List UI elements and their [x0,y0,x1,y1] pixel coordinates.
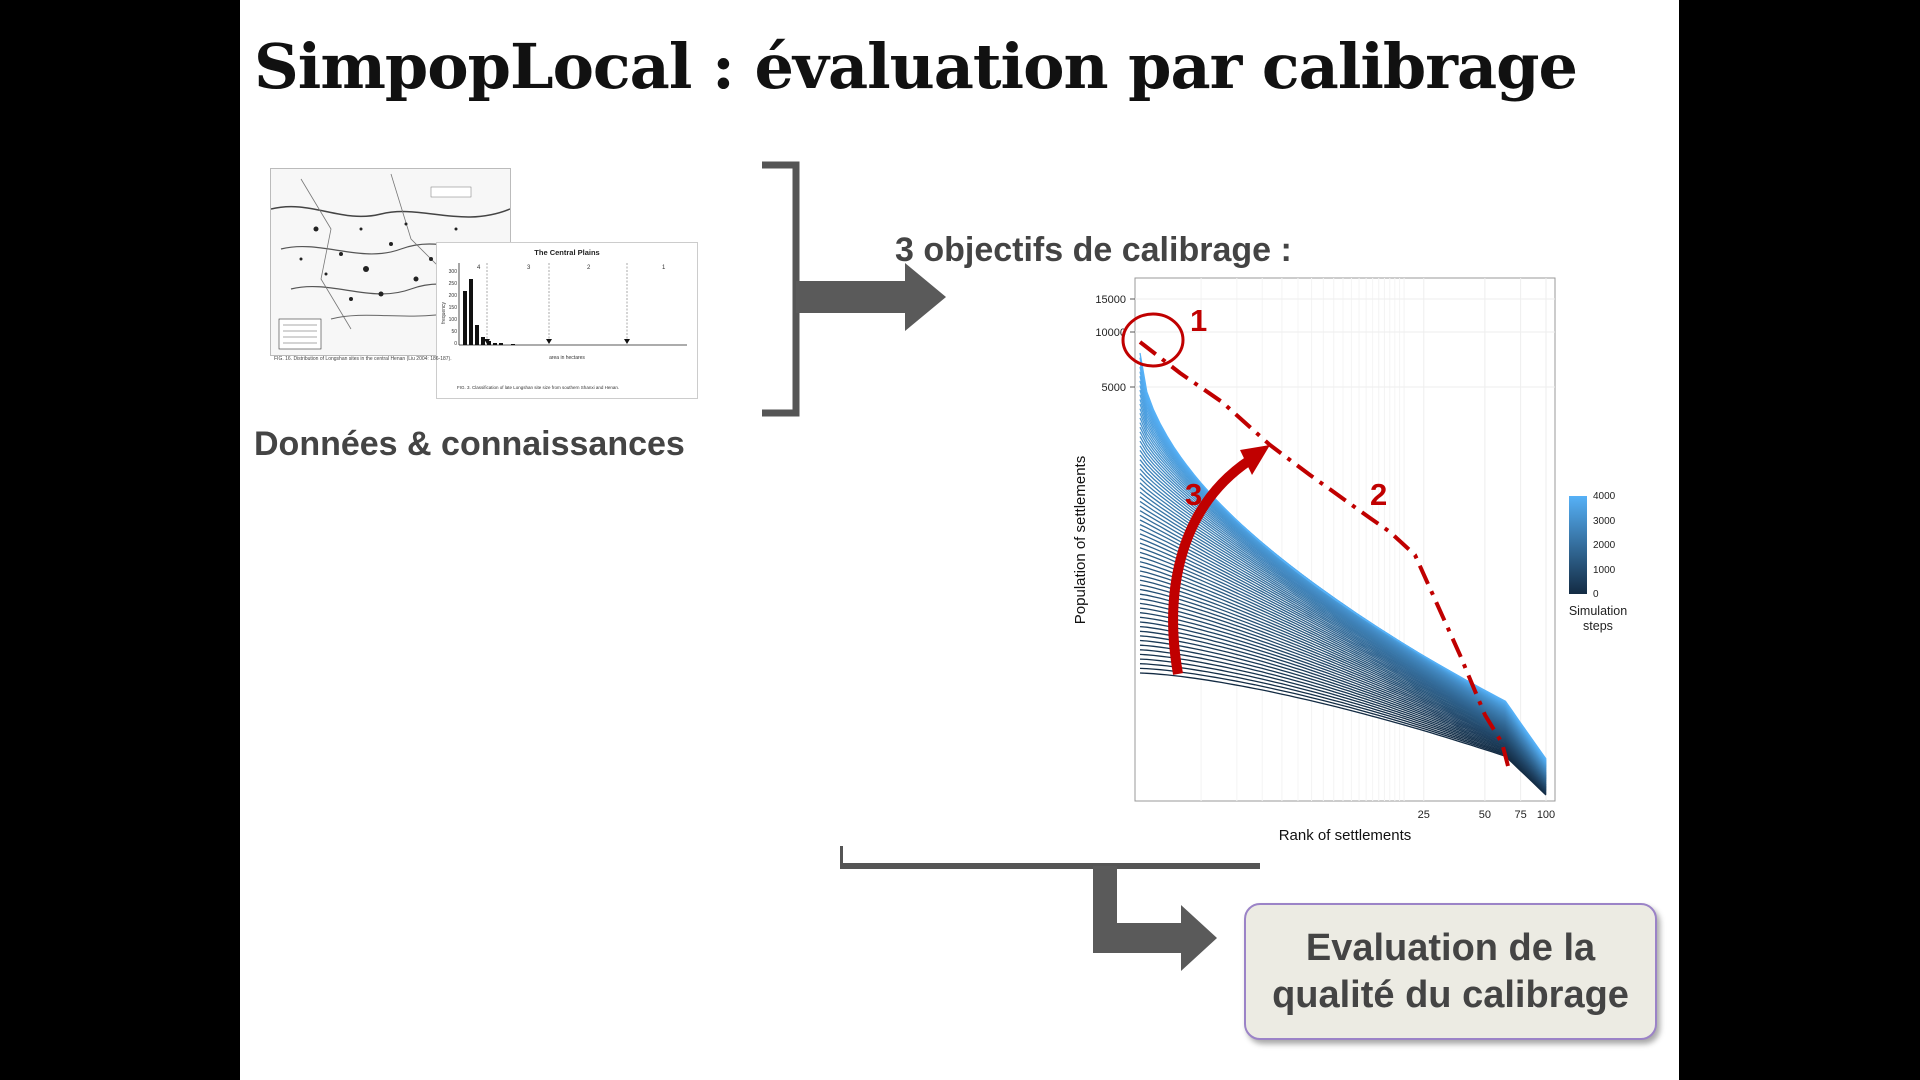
simulation-curve [1139,547,1547,782]
growth-arrow [1168,455,1253,675]
simulation-curve [1139,663,1547,795]
map-caption: FIG. 16. Distribution of Longshan sites … [274,356,452,362]
y-tick-label: 15000 [1095,294,1126,306]
annotation-circle-1 [1121,312,1185,368]
x-tick-label: 25 [1418,809,1430,821]
simulation-curve [1139,565,1547,784]
simulation-curve [1139,561,1547,783]
simulation-curve [1139,630,1547,791]
hist-ytick: 0 [454,341,457,347]
simulation-curve [1139,616,1547,790]
y-tick-label: 10000 [1095,327,1126,339]
zone-label-3: 3 [527,265,531,271]
simulation-curve [1139,574,1547,785]
simulation-curve [1139,542,1547,781]
annotation-1: 1 [1190,303,1207,338]
simulation-curve [1139,352,1547,760]
x-tick-label: 75 [1515,809,1527,821]
simulation-curve [1139,667,1547,795]
simulation-curve [1139,658,1547,794]
slide-title: SimpopLocal : évaluation par calibrage [254,30,1578,103]
y-axis-label: Population of settlements [1072,456,1089,624]
zone-label-4: 4 [477,265,481,271]
simulation-curve [1139,644,1547,793]
simulation-curve [1139,514,1547,778]
growth-arrow-head-icon [1240,445,1270,475]
simulation-curve [1139,533,1547,780]
source-histogram-image: The Central Plains 4 3 2 1 300 250 200 1… [436,242,698,399]
simulation-curve [1139,649,1547,793]
simulation-curve [1139,496,1547,776]
simulation-curve [1139,500,1547,777]
result-label: Evaluation de la qualité du calibrage [1272,926,1629,1016]
slide: SimpopLocal : évaluation par calibrage [240,0,1679,1080]
histogram-title: The Central Plains [534,248,599,257]
legend-tick: 2000 [1593,540,1616,551]
x-tick-label: 100 [1537,809,1555,821]
legend-colorbar [1569,496,1587,594]
simulation-curve [1139,551,1547,782]
zone-label-2: 2 [587,265,591,271]
simulation-curve [1139,672,1547,796]
simulation-curve [1139,505,1547,777]
simulation-curve [1139,477,1547,774]
hist-xlabel: area in hectares [549,355,585,361]
simulation-curve [1139,607,1547,789]
simulation-curve [1139,510,1547,778]
simulation-curve [1139,588,1547,787]
legend-tick: 0 [1593,589,1599,600]
simulation-curve [1139,593,1547,787]
x-tick-label: 50 [1479,809,1491,821]
simulation-curve [1139,602,1547,788]
hist-ytick: 300 [449,269,458,275]
legend-title-line-1: Simulation [1569,604,1627,618]
simulation-curve [1139,598,1547,788]
x-axis-label: Rank of settlements [1279,827,1412,844]
legend-tick: 4000 [1593,491,1616,502]
hist-ytick: 50 [451,329,457,335]
hist-caption: FIG. 3. Classification of late Longshan … [457,385,619,390]
hist-ytick: 250 [449,281,458,287]
zone-label-1: 1 [662,265,666,271]
simulation-curve [1139,639,1547,792]
down-right-arrow-icon [1093,866,1217,971]
objectives-label: 3 objectifs de calibrage : [895,231,1292,269]
simulation-curve [1139,519,1547,779]
data-bracket [762,161,946,417]
simulation-curve [1139,528,1547,780]
data-knowledge-label: Données & connaissances [254,425,685,463]
simulation-curve [1139,524,1547,779]
hist-ytick: 150 [449,305,458,311]
right-arrow-icon [796,263,946,331]
target-distribution-line [1138,340,1510,767]
simulation-curve [1139,625,1547,791]
simulation-curve [1139,653,1547,794]
hist-ylabel: frequency [441,302,447,324]
annotation-3: 3 [1185,477,1202,512]
legend-tick: 3000 [1593,516,1616,527]
simulation-curve [1139,612,1547,789]
legend-tick: 1000 [1593,565,1616,576]
simulation-curve [1139,621,1547,790]
legend-title-line-2: steps [1583,619,1613,633]
chart-bracket [840,846,1260,971]
simulation-curve [1139,579,1547,786]
simulation-curve [1139,537,1547,781]
y-tick-label: 5000 [1102,382,1126,394]
hist-ytick: 200 [449,293,458,299]
annotation-2: 2 [1370,477,1387,512]
result-box: Evaluation de la qualité du calibrage [1244,903,1657,1040]
simulation-curve [1139,556,1547,783]
source-map-image [270,168,511,356]
simulation-curve [1139,635,1547,792]
simulation-curve [1139,584,1547,786]
hist-ytick: 100 [449,317,458,323]
simulation-curve [1139,570,1547,784]
simulation-curve [1139,468,1547,773]
